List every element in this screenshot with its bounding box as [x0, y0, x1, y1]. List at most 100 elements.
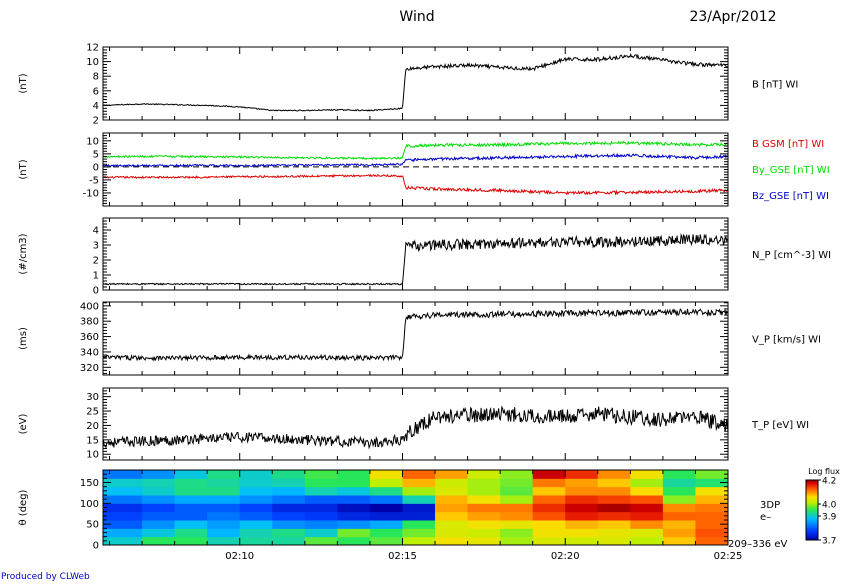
spectrogram-cell	[435, 478, 469, 488]
spectrogram-cell	[142, 536, 176, 546]
panel-b: B [nT] WI 2 4 6 8 10 12 (nT)	[18, 43, 798, 127]
spectrogram-cell	[337, 536, 371, 546]
spectrogram-cell	[500, 486, 534, 496]
spectrogram-cell	[500, 470, 534, 479]
spectrogram-cell	[597, 486, 631, 496]
colorbar-step	[806, 519, 818, 521]
spectrogram-cell	[500, 478, 534, 488]
spectrogram-cell	[597, 520, 631, 529]
colorbar-step	[806, 496, 818, 498]
spectrogram-cell	[142, 528, 176, 538]
colorbar-step	[806, 538, 818, 540]
spectrogram-cell	[402, 520, 436, 529]
colorbar-step	[806, 529, 818, 531]
spectrogram-cell	[337, 495, 371, 504]
spectrogram-cell	[695, 495, 729, 504]
energy-label: 209–336 eV	[728, 539, 788, 550]
spectrogram-cell	[467, 470, 501, 479]
colorbar-step	[806, 521, 818, 523]
y-tick-label: -10	[83, 188, 99, 199]
colorbar-step	[806, 487, 818, 489]
spectrogram-cell	[565, 495, 599, 504]
spectrogram-cell	[467, 478, 501, 488]
colorbar-step	[806, 495, 818, 497]
colorbar-step	[806, 518, 818, 520]
spectrogram-cell	[174, 495, 208, 504]
spectrogram-cell	[103, 478, 143, 488]
y-tick-label: 12	[86, 43, 99, 54]
spectrogram-cell	[207, 520, 241, 529]
spectrogram-cell	[174, 528, 208, 538]
spectrogram-cell	[435, 528, 469, 538]
panel-bgse: B GSM [nT] WI By_GSE [nT] WI Bz_GSE [nT] W…	[18, 132, 830, 207]
spectrogram-cell	[402, 478, 436, 488]
spectrogram-cell	[500, 511, 534, 521]
spectrogram-cell	[337, 520, 371, 529]
spectrogram-cell	[662, 528, 696, 538]
spectrogram-cell	[402, 536, 436, 546]
spectrogram-cell	[239, 528, 273, 538]
spectrogram-cell	[174, 520, 208, 529]
spectrogram-cell	[369, 495, 403, 504]
y-axis-label: θ (deg)	[18, 489, 29, 525]
x-tick-label: 02:25	[714, 551, 743, 562]
spectrogram-cell	[304, 520, 338, 529]
spectrogram-cell	[337, 478, 371, 488]
spectrogram-cell	[304, 495, 338, 504]
y-axis-label: (nT)	[18, 159, 29, 179]
y-tick-label: 320	[80, 363, 99, 374]
colorbar-step	[806, 494, 818, 496]
colorbar-step	[806, 511, 818, 513]
colorbar-step	[806, 509, 818, 511]
spectrogram-cell	[467, 536, 501, 546]
y-tick-label: -5	[89, 175, 99, 186]
spectrogram-cell	[103, 486, 143, 496]
colorbar-label: 4.0	[822, 501, 837, 511]
spectrogram-cell	[103, 520, 143, 529]
series-line-bgse-0	[103, 173, 728, 196]
spectrogram-cell	[630, 478, 664, 488]
spectrogram-cell	[402, 495, 436, 504]
colorbar-step	[806, 497, 818, 499]
spectrogram-cell	[532, 536, 566, 546]
spectrogram-cell	[239, 536, 273, 546]
spectrogram-cell	[435, 511, 469, 521]
colorbar-label: 3.9	[822, 513, 837, 523]
spectrogram-cell	[174, 511, 208, 521]
y-tick-label: 0	[93, 286, 99, 297]
spectrogram-cell	[662, 503, 696, 513]
panel-np: N_P [cm^-3] WI 0 1 2 3 4 (#/cm3)	[18, 217, 831, 297]
y-tick-label: 1	[93, 271, 99, 282]
spectrogram-cell	[402, 511, 436, 521]
colorbar-step	[806, 525, 818, 527]
colorbar-step	[806, 514, 818, 516]
y-tick-label: 25	[86, 407, 99, 418]
colorbar-label: 4.2	[822, 477, 836, 487]
colorbar-step	[806, 501, 818, 503]
colorbar-step	[806, 512, 818, 514]
spectrogram-cell	[630, 536, 664, 546]
spectrogram-cell	[662, 520, 696, 529]
spectrogram-cell	[103, 511, 143, 521]
spectrogram-cell	[369, 486, 403, 496]
colorbar-step	[806, 537, 818, 539]
spectrogram-cell	[662, 536, 696, 546]
colorbar-step	[806, 535, 818, 537]
series-label: B [nT] WI	[752, 80, 798, 91]
colorbar-step	[806, 500, 818, 502]
colorbar-step	[806, 482, 818, 484]
spectrogram-cell	[630, 520, 664, 529]
colorbar-step	[806, 536, 818, 538]
y-tick-label: 0	[93, 541, 99, 552]
colorbar-step	[806, 510, 818, 512]
spectrogram-cell	[435, 503, 469, 513]
colorbar-step	[806, 502, 818, 504]
spectrogram-cell	[337, 503, 371, 513]
series-label: B GSM [nT] WI	[752, 139, 824, 150]
spectrogram-cell	[467, 528, 501, 538]
y-tick-label: 0	[93, 162, 99, 173]
series-line-b-0	[103, 52, 728, 112]
spectrogram-cell	[304, 511, 338, 521]
spectrogram-cell	[239, 520, 273, 529]
